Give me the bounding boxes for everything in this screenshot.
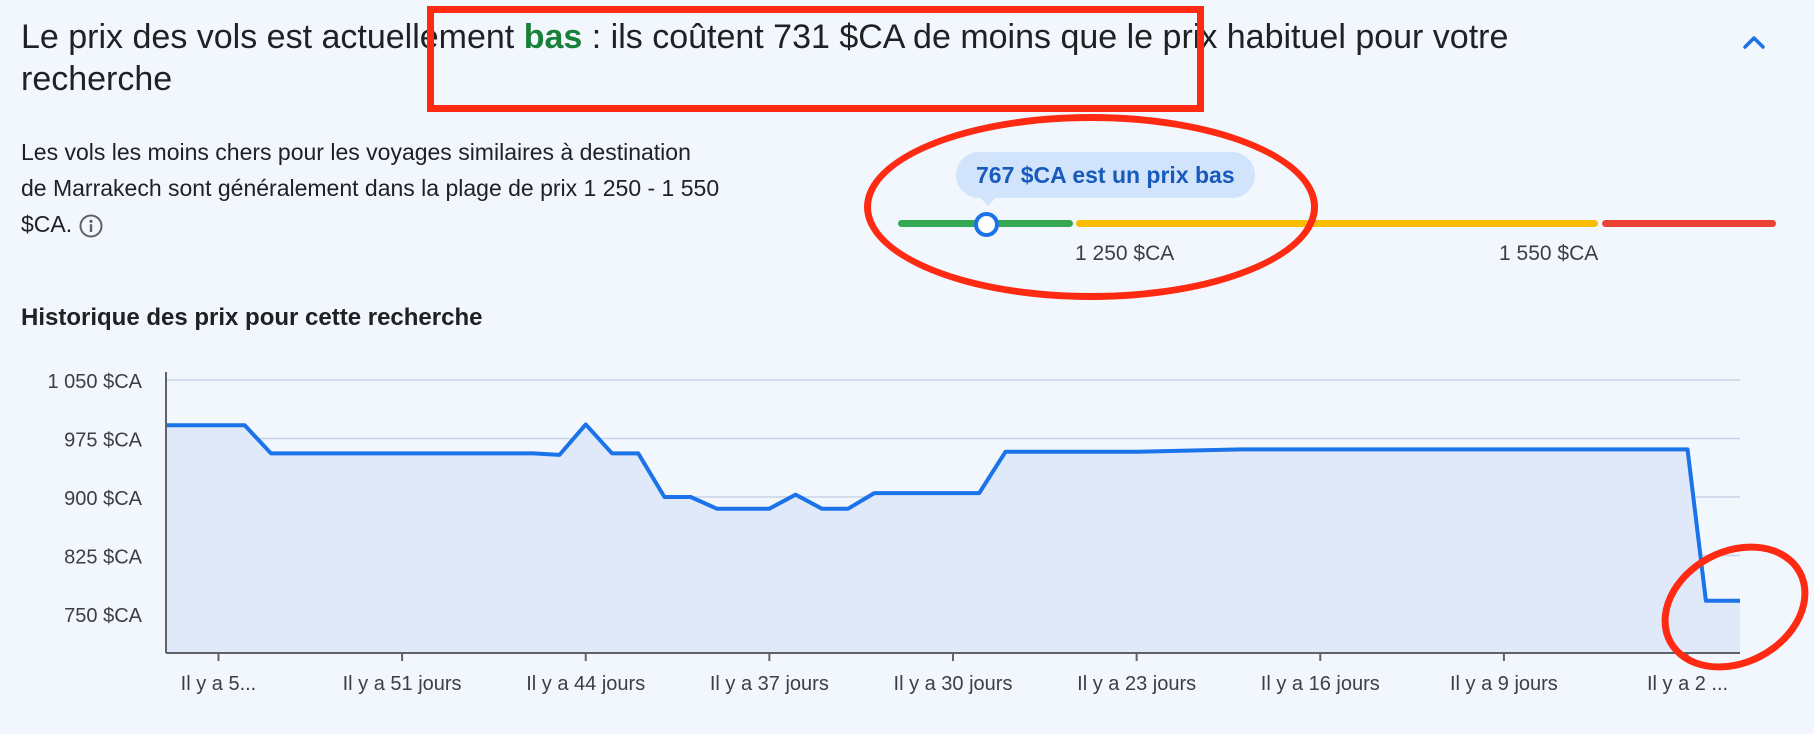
- y-tick-label: 1 050 $CA: [47, 371, 142, 393]
- annotation-rectangle: [427, 6, 1204, 112]
- price-history-title: Historique des prix pour cette recherche: [21, 304, 483, 331]
- y-tick-label: 900 $CA: [64, 488, 142, 510]
- headline-text-after: : ils coûtent 731 $CA de moins que le pr…: [21, 18, 1509, 98]
- y-tick-label: 750 $CA: [64, 605, 142, 627]
- price-area-fill: [166, 424, 1740, 653]
- price-history-chart: 750 $CA 825 $CA 900 $CA 975 $CA 1 050 $CA Il …: [47, 371, 1740, 695]
- x-tick-label: Il y a 2 ...: [1647, 673, 1728, 695]
- price-range-description: Les vols les moins chers pour les voyage…: [21, 134, 721, 242]
- gauge-high-threshold-label: 1 550 $CA: [1499, 242, 1599, 265]
- x-tick-label: Il y a 5...: [181, 673, 257, 695]
- price-history-line: [166, 422, 1740, 603]
- price-status-badge: bas: [523, 18, 583, 56]
- x-tick-label: Il y a 51 jours: [343, 673, 462, 695]
- y-tick-label: 975 $CA: [64, 430, 142, 452]
- x-tick-label: Il y a 16 jours: [1261, 673, 1380, 695]
- x-tick-label: Il y a 23 jours: [1077, 673, 1196, 695]
- x-tick-label: Il y a 37 jours: [710, 673, 829, 695]
- info-icon[interactable]: [78, 213, 104, 239]
- gauge-high-segment: [1602, 220, 1776, 227]
- price-range-description-text: Les vols les moins chers pour les voyage…: [21, 139, 720, 237]
- collapse-chevron-icon[interactable]: [1734, 22, 1774, 62]
- x-tick-label: Il y a 9 jours: [1450, 673, 1558, 695]
- x-tick-label: Il y a 44 jours: [526, 673, 645, 695]
- annotation-ellipse-gauge: [864, 114, 1318, 300]
- x-tick-label: Il y a 30 jours: [894, 673, 1013, 695]
- y-tick-label: 825 $CA: [64, 547, 142, 569]
